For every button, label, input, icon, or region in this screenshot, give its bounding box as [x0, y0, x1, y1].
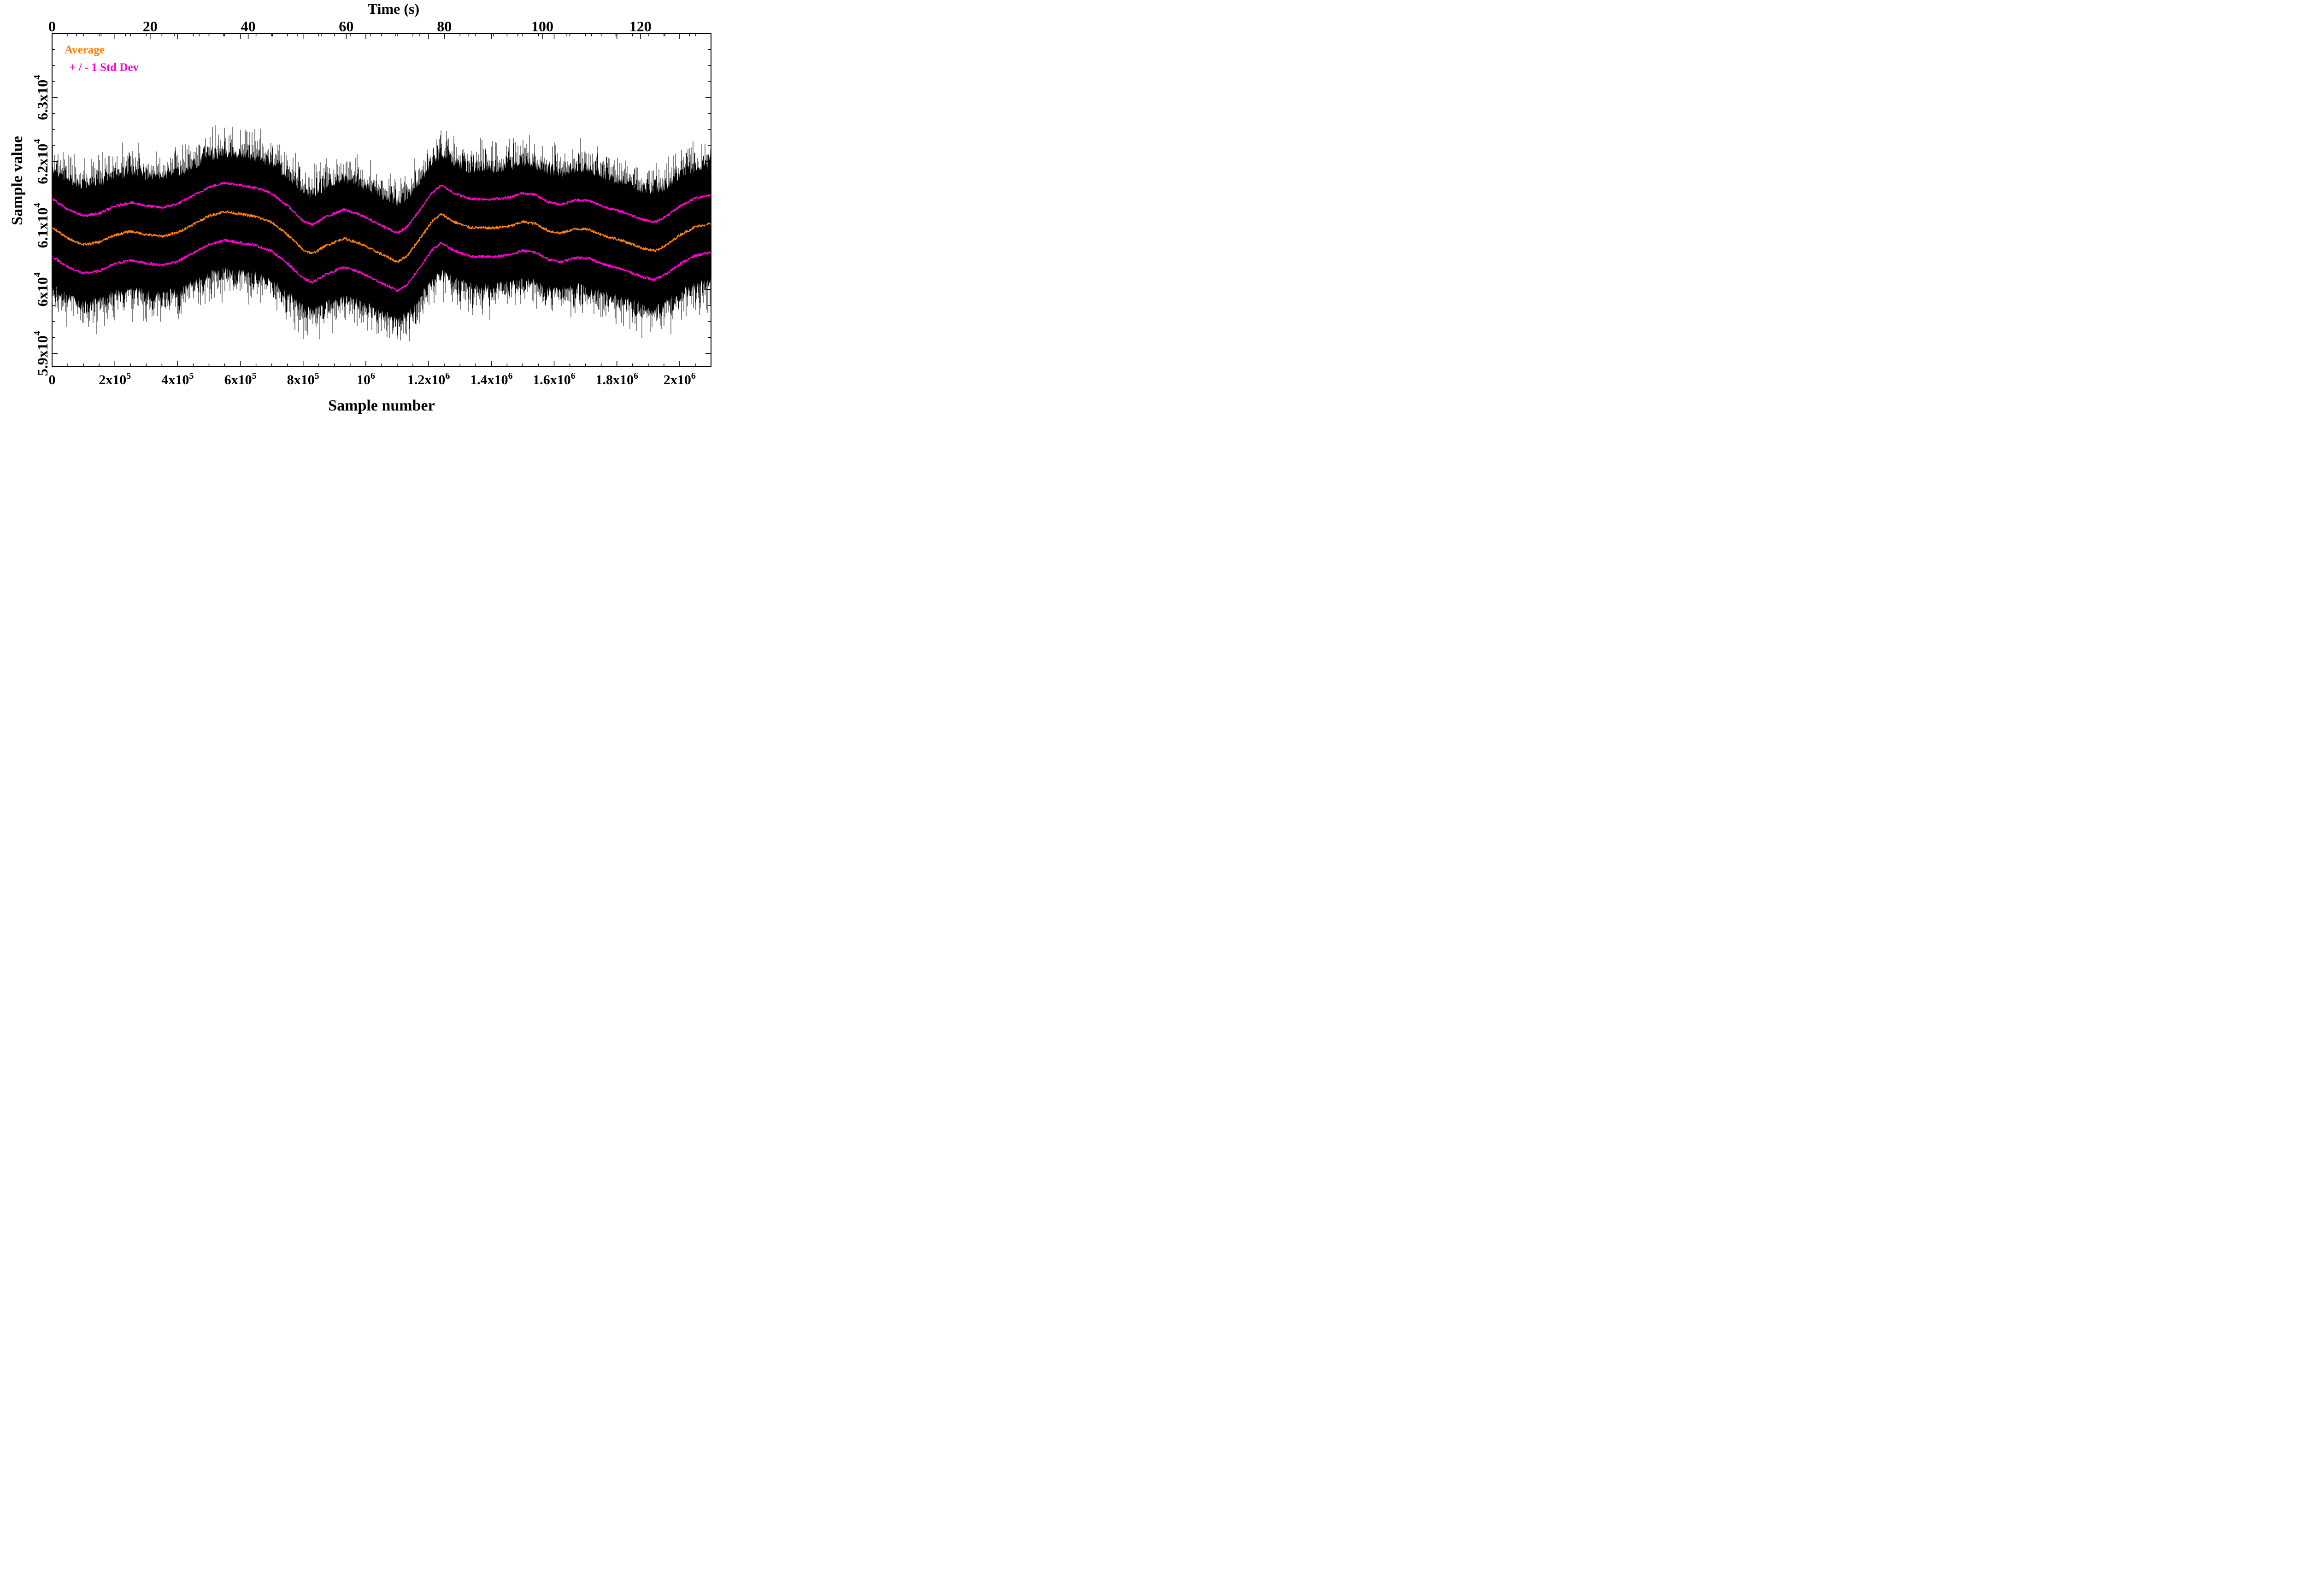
x-axis-title: Sample number [328, 397, 435, 414]
y-tick-label-group: 6.3x104 [32, 75, 51, 120]
legend: Average + / - 1 Std Dev [65, 44, 139, 74]
y-tick-label-group: 5.9x104 [32, 331, 51, 376]
legend-stddev-label: + / - 1 Std Dev [69, 61, 139, 74]
legend-average-label: Average [65, 44, 105, 56]
x-tick-label: 1.6x106 [533, 371, 576, 387]
series-line--1-std-dev [52, 239, 711, 292]
series-line--1-std-dev [52, 182, 711, 235]
x-tick-label: 4x105 [161, 371, 194, 387]
x-tick-label: 6x105 [224, 371, 257, 387]
y-tick-label: 6.1x104 [32, 203, 51, 248]
ticks-layer [52, 33, 711, 366]
x2-tick-label: 0 [48, 18, 56, 35]
x2-tick-label: 40 [241, 18, 256, 35]
y-tick-label: 5.9x104 [32, 331, 51, 376]
x2-axis-title: Time (s) [368, 0, 419, 17]
y-tick-label-group: 6x104 [32, 272, 51, 306]
y-tick-label: 6x104 [32, 272, 51, 306]
y-tick-label: 6.3x104 [32, 75, 51, 120]
x2-tick-label: 100 [531, 18, 553, 35]
x2-tick-label: 60 [339, 18, 353, 35]
x-tick-label: 1.8x106 [595, 371, 638, 387]
chart-canvas: 0 2x105 4x105 6x105 8x105 106 1.2x106 1.4x106 1.… [9, 0, 711, 414]
y-tick-label-group: 6.1x104 [32, 203, 51, 248]
x-tick-label: 106 [357, 371, 375, 387]
x-tick-label: 8x105 [287, 371, 319, 387]
y-tick-label: 6.2x104 [32, 139, 51, 184]
tick-labels-layer: 0 2x105 4x105 6x105 8x105 106 1.2x106 1.4x106 1.… [32, 18, 696, 387]
x-tick-label: 1.2x106 [407, 371, 450, 387]
x2-tick-label: 120 [629, 18, 652, 35]
y-tick-label-group: 6.2x104 [32, 139, 51, 184]
plot-area [52, 125, 711, 341]
series-line-average [52, 210, 711, 263]
x-tick-label: 1.4x106 [470, 371, 513, 387]
x2-tick-label: 20 [143, 18, 158, 35]
x-tick-label: 2x105 [99, 371, 131, 387]
x-tick-label: 2x106 [664, 371, 696, 387]
y-axis-title: Sample value [9, 136, 26, 225]
noise-band-series [52, 125, 711, 341]
x-tick-label: 0 [49, 372, 56, 387]
x2-tick-label: 80 [437, 18, 452, 35]
series-layer [52, 182, 711, 292]
